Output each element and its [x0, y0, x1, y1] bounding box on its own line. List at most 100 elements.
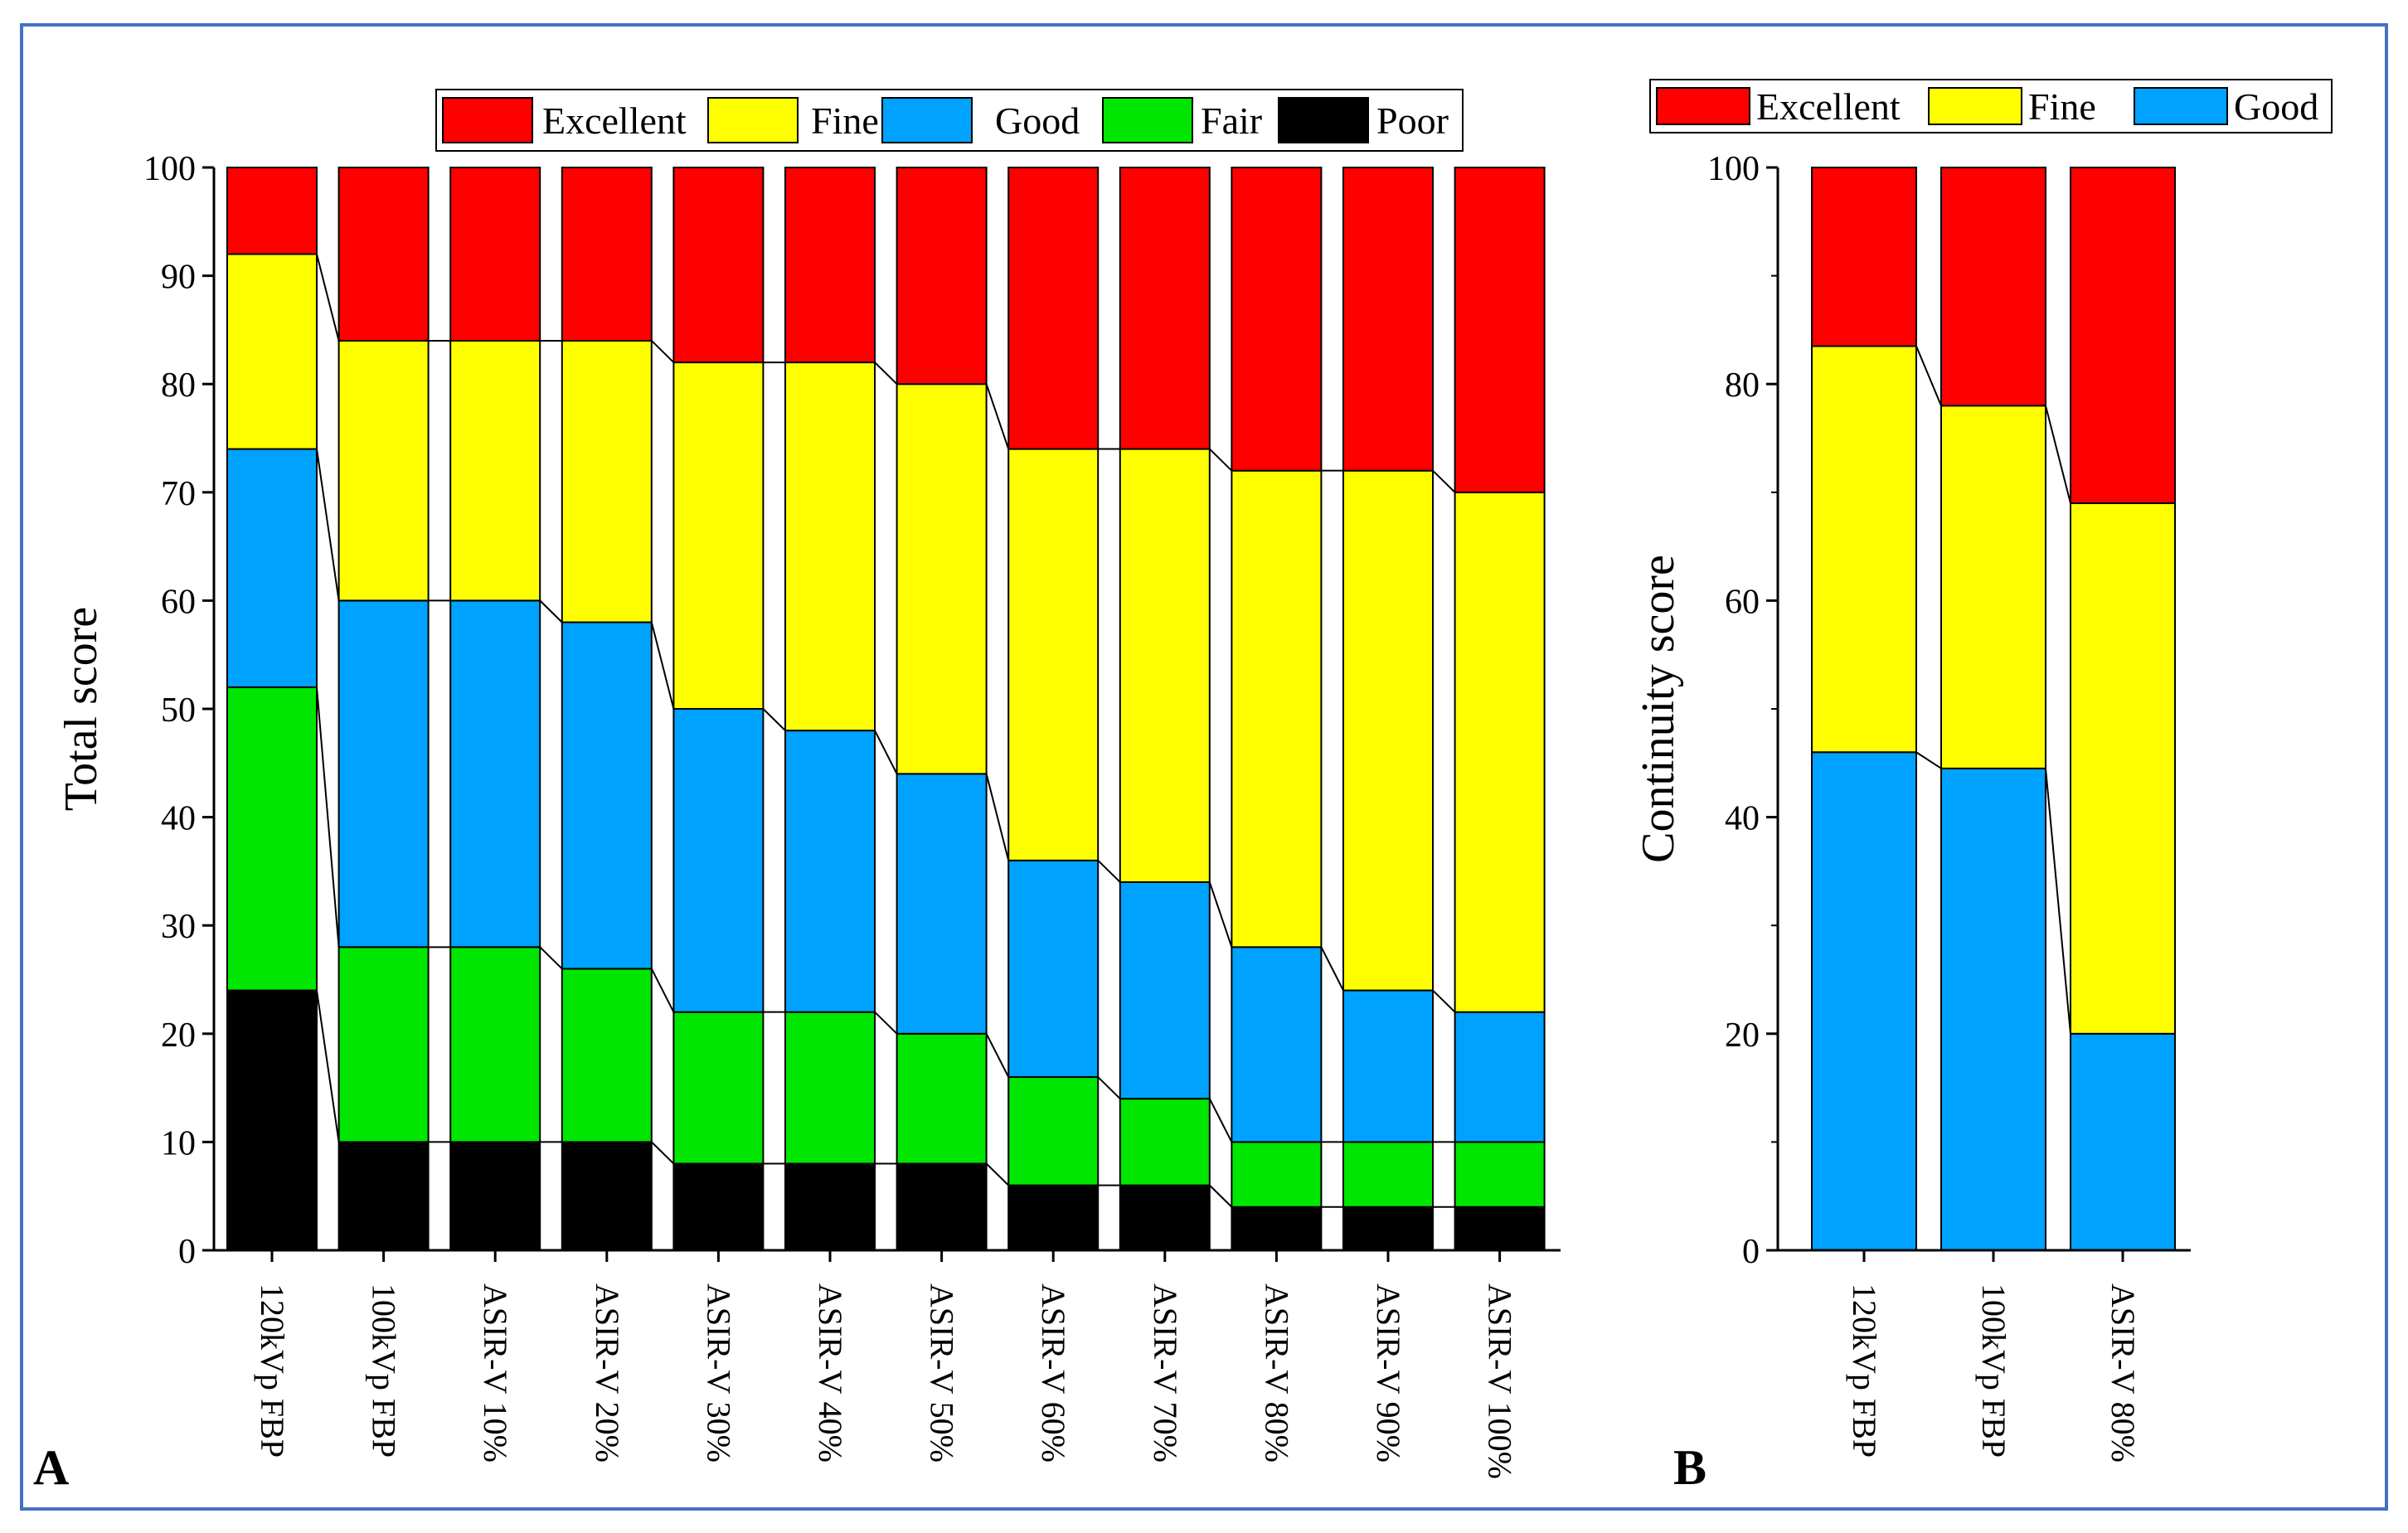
bar-a-asir-v-90-excellent	[1342, 167, 1434, 472]
connector-a-0-2	[316, 686, 340, 948]
connector-a-0-1	[316, 990, 340, 1142]
legend-label-a-fair: Fair	[1201, 99, 1262, 142]
bar-a-asir-v-100-poor	[1454, 1206, 1546, 1252]
x-tick-label-b-100kvp-fbp: 100kVp FBP	[1975, 1283, 2012, 1458]
bar-a-asir-v-10-fair	[449, 946, 541, 1143]
legend-label-a-good: Good	[995, 99, 1080, 142]
connector-a-3-4	[651, 340, 675, 363]
bar-a-asir-v-60-fair	[1007, 1076, 1100, 1186]
connector-a-6-3	[985, 774, 1010, 861]
x-tick-label-a-asir-v-50: ASIR-V 50%	[924, 1283, 961, 1463]
panel-letter-a: A	[33, 1440, 69, 1495]
legend-swatch-a-excellent	[442, 97, 533, 143]
connector-a-6-4	[985, 383, 1010, 449]
connector-a-2-3	[539, 599, 563, 623]
connector-a-6-1	[985, 1162, 1009, 1186]
bar-a-asir-v-40-excellent	[784, 167, 876, 364]
bar-a-asir-v-60-fine	[1007, 448, 1100, 861]
x-tick-label-a-asir-v-70: ASIR-V 70%	[1147, 1283, 1184, 1463]
x-tick-label-b-120kvp-fbp: 120kVp FBP	[1846, 1283, 1883, 1458]
bar-a-asir-v-70-excellent	[1119, 167, 1211, 450]
x-tick-label-a-asir-v-90: ASIR-V 90%	[1370, 1283, 1407, 1463]
bar-a-asir-v-50-poor	[896, 1162, 988, 1252]
bar-b-asir-v-80-fine	[2070, 502, 2176, 1035]
x-tick-label-a-asir-v-100: ASIR-V 100%	[1482, 1283, 1519, 1479]
x-tick-label-a-asir-v-30: ASIR-V 30%	[700, 1283, 737, 1463]
connector-a-8-2	[1208, 1098, 1233, 1142]
y-tick-label-b-0: 0	[1742, 1233, 1760, 1271]
bar-a-asir-v-10-fine	[449, 339, 541, 602]
bar-b-100kvp-fbp-fine	[1940, 405, 2046, 769]
y-tick-label-b-60: 60	[1725, 583, 1760, 621]
legend-label-b-excellent: Excellent	[1756, 85, 1901, 128]
connector-a-5-4	[874, 361, 898, 385]
connector-b-1-2	[2045, 405, 2071, 504]
y-tick-label-a-10: 10	[161, 1124, 196, 1162]
y-axis-title-b: Continuity score	[1633, 555, 1684, 863]
bar-b-asir-v-80-excellent	[2070, 167, 2176, 504]
panel-letter-b: B	[1673, 1440, 1706, 1495]
connector-b-1-1	[2045, 768, 2071, 1034]
bar-b-120kvp-fbp-excellent	[1811, 167, 1917, 347]
legend-label-a-poor: Poor	[1376, 99, 1449, 142]
y-tick-label-a-100: 100	[143, 150, 196, 188]
bar-a-asir-v-90-poor	[1342, 1206, 1434, 1252]
bar-a-100kvp-fbp-poor	[337, 1141, 430, 1252]
bar-a-120kvp-fbp-fine	[226, 253, 318, 450]
legend-label-a-fine: Fine	[811, 99, 879, 142]
y-tick-label-a-60: 60	[161, 583, 196, 621]
legend-label-b-fine: Fine	[2028, 85, 2096, 128]
bar-a-asir-v-10-excellent	[449, 167, 541, 342]
x-tick-label-a-asir-v-60: ASIR-V 60%	[1035, 1283, 1072, 1463]
connector-a-3-1	[651, 1141, 675, 1165]
bar-b-100kvp-fbp-good	[1940, 767, 2046, 1251]
bar-a-asir-v-100-fair	[1454, 1141, 1546, 1208]
connector-a-0-3	[316, 449, 340, 601]
bar-a-asir-v-20-poor	[561, 1141, 653, 1252]
bar-a-asir-v-70-fine	[1119, 448, 1211, 883]
legend-swatch-b-fine	[1928, 87, 2022, 125]
bar-a-asir-v-80-good	[1231, 946, 1323, 1143]
bar-a-asir-v-80-poor	[1231, 1206, 1323, 1252]
bar-a-asir-v-100-excellent	[1454, 167, 1546, 493]
bar-a-asir-v-70-good	[1119, 881, 1211, 1100]
legend-swatch-b-good	[2134, 87, 2228, 125]
y-tick-label-a-20: 20	[161, 1016, 196, 1055]
bar-a-asir-v-40-good	[784, 730, 876, 1013]
bar-a-asir-v-10-good	[449, 599, 541, 948]
panel-a-total-score-chart: 0 10 20 30 40 50 60 70 80 90 100 120kVp FBP 100kVp F…	[33, 89, 1561, 1495]
bar-a-100kvp-fbp-fine	[337, 339, 430, 602]
y-tick-label-a-70: 70	[161, 475, 196, 513]
bar-a-asir-v-30-good	[672, 708, 765, 1013]
connector-a-8-1	[1209, 1184, 1233, 1208]
legend-swatch-a-fair	[1102, 97, 1193, 143]
legend-swatch-a-good	[881, 97, 973, 143]
connector-a-3-3	[650, 622, 675, 710]
bar-a-asir-v-90-fair	[1342, 1141, 1434, 1208]
bar-a-asir-v-30-fair	[672, 1011, 765, 1165]
bar-b-100kvp-fbp-excellent	[1940, 167, 2046, 407]
connector-a-7-2	[1097, 1076, 1121, 1099]
legend-label-a-excellent: Excellent	[542, 99, 687, 142]
x-tick-label-a-120kvp-fbp: 120kVp FBP	[254, 1283, 291, 1458]
bar-a-asir-v-50-fair	[896, 1032, 988, 1165]
axes-a: 0 10 20 30 40 50 60 70 80 90 100 120kVp FBP 100kVp F…	[143, 150, 1561, 1479]
connector-a-10-4	[1432, 469, 1456, 493]
connector-a-3-2	[650, 968, 675, 1013]
bar-a-asir-v-60-good	[1007, 859, 1100, 1079]
bar-a-asir-v-70-poor	[1119, 1184, 1211, 1252]
connector-a-10-3	[1432, 989, 1456, 1013]
connector-b-0-1	[1915, 751, 1942, 769]
connector-a-9-3	[1320, 946, 1344, 992]
bar-a-asir-v-40-fair	[784, 1011, 876, 1165]
connector-a-0-4	[316, 254, 340, 342]
bar-a-asir-v-40-poor	[784, 1162, 876, 1252]
bar-a-asir-v-20-fair	[561, 968, 653, 1143]
x-tick-label-a-asir-v-20: ASIR-V 20%	[589, 1283, 626, 1463]
legend-a: Excellent Fine Good Fair Poor	[435, 89, 1464, 152]
bar-a-asir-v-60-excellent	[1007, 167, 1100, 450]
bar-a-asir-v-30-excellent	[672, 167, 765, 364]
axes-b: 0 20 40 60 80 100 120kVp FBP 100kVp FBP ASIR-V 8…	[1707, 150, 2191, 1463]
connector-lines-a	[316, 254, 1456, 1208]
